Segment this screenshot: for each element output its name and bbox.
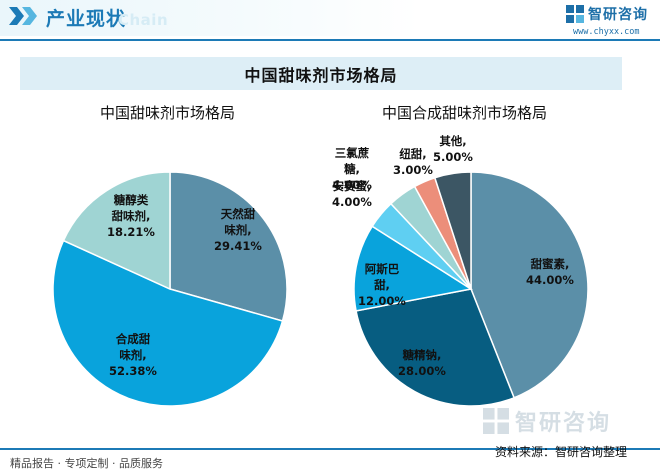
watermark-logo-icon (483, 408, 509, 434)
page-footer: 精品报告 · 专项定制 · 品质服务 (0, 448, 660, 473)
pie-0-slice-2 (62, 171, 171, 291)
pie-0-slice-0 (169, 171, 288, 322)
pie-1-slice-1 (355, 288, 516, 407)
header-background (0, 0, 420, 36)
footer-divider (0, 448, 660, 450)
watermark-logo: 智研咨询 (483, 405, 611, 437)
pie-0-label-2: 糖醇类甜味剂, 18.21% (107, 193, 155, 239)
brand-name: 智研咨询 (588, 7, 648, 23)
pie-1-label-3: 安赛蜜, 4.00% (332, 179, 372, 209)
pie-1-label-2: 阿斯巴甜, 12.00% (358, 262, 406, 308)
pie-1-label-0: 甜蜜素, 44.00% (526, 257, 574, 287)
section-title: 产业现状 (46, 8, 127, 30)
brand-logo: 智研咨询 (566, 4, 648, 24)
chart-banner: 中国甜味剂市场格局 (20, 57, 622, 90)
brand-url: www.chyxx.com (573, 27, 640, 37)
pie-0-label-0: 天然甜味剂, 29.41% (214, 207, 262, 253)
watermark-text: 智研咨询 (515, 411, 612, 436)
pie-1-label-6: 其他, 5.00% (433, 134, 473, 164)
section-title-en: Chain (118, 11, 169, 29)
header-divider (0, 39, 660, 41)
pie-1-slice-2 (353, 225, 474, 312)
page-header: 产业现状 Chain 智研咨询 www.chyxx.com (0, 0, 660, 41)
pie-0-slice-1 (52, 239, 284, 407)
data-source: 资料来源：智研咨询整理 (495, 445, 628, 459)
footer-slogan: 精品报告 · 专项定制 · 品质服务 (10, 457, 163, 470)
left-chart-title: 中国甜味剂市场格局 (100, 104, 236, 122)
brand-logo-icon (566, 5, 584, 23)
pie-1-slice-0 (470, 171, 589, 399)
pie-1-label-4: 三氯蔗糖, 4.00% (332, 146, 372, 192)
pie-0-label-1: 合成甜味剂, 52.38% (109, 332, 157, 378)
right-chart-title: 中国合成甜味剂市场格局 (382, 104, 548, 122)
double-chevron-icon (9, 7, 37, 25)
pie-1-label-1: 糖精钠, 28.00% (398, 348, 446, 378)
pie-1-slice-6 (433, 171, 472, 290)
banner-title: 中国甜味剂市场格局 (244, 65, 398, 85)
pie-1-label-5: 纽甜, 3.00% (393, 147, 433, 177)
